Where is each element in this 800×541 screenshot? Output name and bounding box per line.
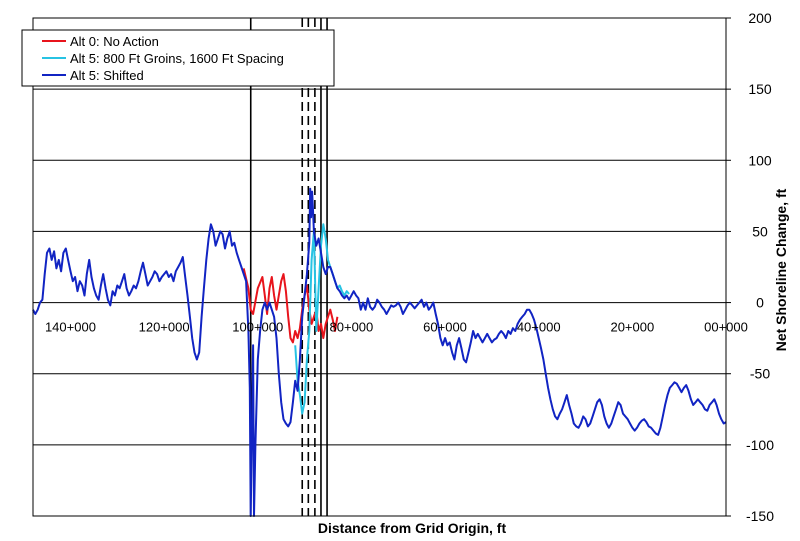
y-tick-label-6: -100 <box>746 437 774 453</box>
x-tick-label-5: 40+000 <box>517 320 561 335</box>
y-tick-label-1: 150 <box>748 81 772 97</box>
y-axis-title: Net Shoreline Change, ft <box>773 188 789 351</box>
legend-box <box>21 29 335 87</box>
x-tick-label-1: 120+000 <box>139 320 190 335</box>
grid-lines <box>33 17 731 517</box>
legend: Alt 0: No Action Alt 5: 800 Ft Groins, 1… <box>21 29 335 87</box>
x-tick-label-0: 140+000 <box>45 320 96 335</box>
y-tick-labels: 200 150 100 50 0 -50 -100 -150 <box>746 10 774 524</box>
y-tick-label-4: 0 <box>756 295 764 311</box>
series-line-alt5-shifted <box>32 187 727 517</box>
y-tick-label-5: -50 <box>750 366 770 382</box>
series-lines <box>32 187 727 517</box>
legend-label-alt5: Alt 5: 800 Ft Groins, 1600 Ft Spacing <box>70 51 284 66</box>
x-tick-label-6: 20+000 <box>610 320 654 335</box>
legend-label-alt5-shifted: Alt 5: Shifted <box>70 68 144 83</box>
y-tick-label-7: -150 <box>746 508 774 524</box>
x-tick-label-4: 60+000 <box>423 320 467 335</box>
y-tick-label-0: 200 <box>748 10 772 26</box>
y-tick-label-2: 100 <box>748 152 772 168</box>
series-line-alt5 <box>294 223 350 415</box>
x-tick-labels: 140+000 120+000 100+000 80+000 60+000 40+000 2… <box>45 320 748 335</box>
x-axis-title: Distance from Grid Origin, ft <box>318 520 507 536</box>
legend-label-alt0: Alt 0: No Action <box>70 34 159 49</box>
series-line-alt0 <box>242 268 339 344</box>
plot-border <box>32 17 727 517</box>
x-tick-label-3: 80+000 <box>330 320 374 335</box>
x-tick-label-2: 100+000 <box>232 320 283 335</box>
y-tick-label-3: 50 <box>752 223 768 239</box>
